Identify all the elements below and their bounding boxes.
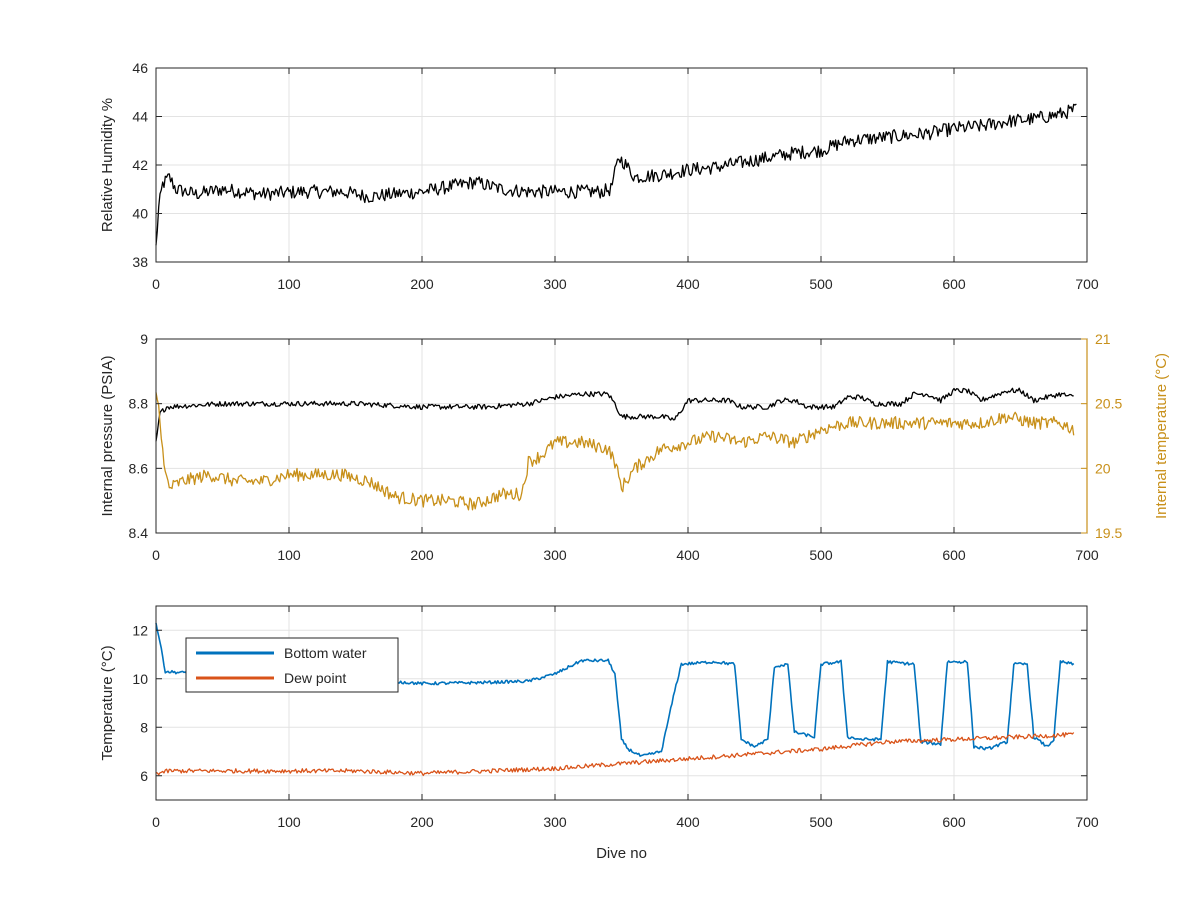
y-tick-label: 42 xyxy=(132,157,148,173)
legend: Bottom water Dew point xyxy=(185,637,399,693)
x-tick-label: 200 xyxy=(410,814,434,830)
x-tick-label: 300 xyxy=(543,276,567,292)
x-tick-label: 700 xyxy=(1075,276,1099,292)
y2-tick-label: 21 xyxy=(1095,331,1111,347)
x-axis-label: Dive no xyxy=(596,845,647,862)
x-tick-label: 200 xyxy=(410,276,434,292)
y-tick-label: 10 xyxy=(132,671,148,687)
x-tick-label: 700 xyxy=(1075,814,1099,830)
axes-box xyxy=(155,605,1088,801)
y-tick-label: 40 xyxy=(132,206,148,222)
x-tick-label: 300 xyxy=(543,814,567,830)
x-tick-label: 100 xyxy=(277,547,301,563)
y-tick-label: 9 xyxy=(140,331,148,347)
y2-tick-label: 20 xyxy=(1095,460,1111,476)
series-line-2 xyxy=(155,392,1075,511)
x-tick-label: 500 xyxy=(809,547,833,563)
x-tick-label: 400 xyxy=(676,547,700,563)
y-tick-label: 8.4 xyxy=(129,525,149,541)
x-tick-label: 100 xyxy=(277,814,301,830)
y-tick-label: 8.6 xyxy=(129,460,149,476)
x-tick-label: 200 xyxy=(410,547,434,563)
x-tick-label: 600 xyxy=(942,276,966,292)
x-tick-label: 0 xyxy=(152,276,160,292)
x-tick-label: 600 xyxy=(942,814,966,830)
x-tick-label: 100 xyxy=(277,276,301,292)
series-line-1 xyxy=(155,387,1074,442)
series-line-dew-point xyxy=(155,732,1075,777)
y-axis-label: Temperature (°C) xyxy=(99,645,116,760)
axes-box xyxy=(155,338,1088,534)
y-tick-label: 44 xyxy=(132,109,148,125)
x-tick-label: 600 xyxy=(942,547,966,563)
y-tick-label: 8 xyxy=(140,719,148,735)
legend-box xyxy=(185,637,399,693)
y-tick-label: 6 xyxy=(140,768,148,784)
x-tick-label: 400 xyxy=(676,276,700,292)
subplot-1: 0 100 200 300 400 500 600 700 38 40 42 44 46 Relative… xyxy=(99,60,1099,292)
y-axis-label: Relative Humidity % xyxy=(99,98,116,232)
y-tick-label: 46 xyxy=(132,60,148,76)
y2-tick-label: 20.5 xyxy=(1095,396,1122,412)
subplot-3: 0 100 200 300 400 500 600 700 6 8 10 12 Temperature … xyxy=(99,605,1099,862)
subplot-2: 0 100 200 300 400 500 600 700 8.4 8.6 8.8 9 19.5 20 20… xyxy=(99,331,1170,563)
x-tick-label: 400 xyxy=(676,814,700,830)
x-tick-label: 0 xyxy=(152,814,160,830)
y-tick-label: 38 xyxy=(132,254,148,270)
legend-label: Bottom water xyxy=(284,645,367,661)
series-line-1 xyxy=(155,103,1077,246)
y-tick-label: 12 xyxy=(132,622,148,638)
x-tick-label: 500 xyxy=(809,276,833,292)
x-tick-label: 500 xyxy=(809,814,833,830)
y2-axis-label: Internal temperature (°C) xyxy=(1153,353,1170,519)
legend-label: Dew point xyxy=(284,670,346,686)
y-axis-label: Internal pressure (PSIA) xyxy=(99,356,116,517)
x-tick-label: 700 xyxy=(1075,547,1099,563)
x-tick-label: 300 xyxy=(543,547,567,563)
y-tick-label: 8.8 xyxy=(129,396,149,412)
y2-tick-label: 19.5 xyxy=(1095,525,1122,541)
x-tick-label: 0 xyxy=(152,547,160,563)
